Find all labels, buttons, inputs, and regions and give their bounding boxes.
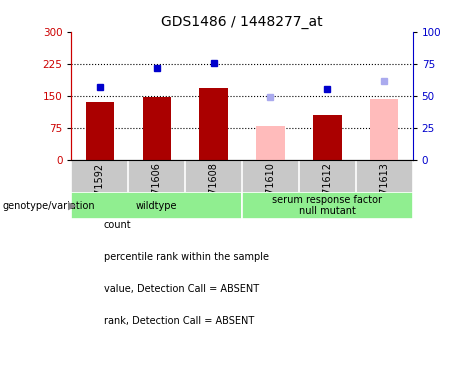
- Bar: [142, 97, 171, 160]
- Text: GSM71610: GSM71610: [266, 162, 276, 215]
- Bar: [71, 192, 242, 219]
- Bar: [256, 126, 285, 160]
- Text: GSM71608: GSM71608: [208, 162, 219, 215]
- Bar: [370, 99, 398, 160]
- Text: GSM71613: GSM71613: [379, 162, 389, 215]
- Bar: [86, 102, 114, 160]
- Text: wildtype: wildtype: [136, 201, 177, 211]
- Text: count: count: [104, 220, 131, 230]
- Text: GSM71592: GSM71592: [95, 162, 105, 216]
- Bar: [313, 115, 342, 160]
- Text: rank, Detection Call = ABSENT: rank, Detection Call = ABSENT: [104, 316, 254, 326]
- Text: genotype/variation: genotype/variation: [2, 201, 95, 211]
- Text: GSM71612: GSM71612: [322, 162, 332, 216]
- Bar: [242, 192, 413, 219]
- Text: serum response factor
null mutant: serum response factor null mutant: [272, 195, 382, 216]
- Bar: [200, 88, 228, 160]
- Text: percentile rank within the sample: percentile rank within the sample: [104, 252, 269, 262]
- Text: value, Detection Call = ABSENT: value, Detection Call = ABSENT: [104, 284, 259, 294]
- Text: ▶: ▶: [68, 201, 77, 211]
- Title: GDS1486 / 1448277_at: GDS1486 / 1448277_at: [161, 15, 323, 30]
- Text: GSM71606: GSM71606: [152, 162, 162, 215]
